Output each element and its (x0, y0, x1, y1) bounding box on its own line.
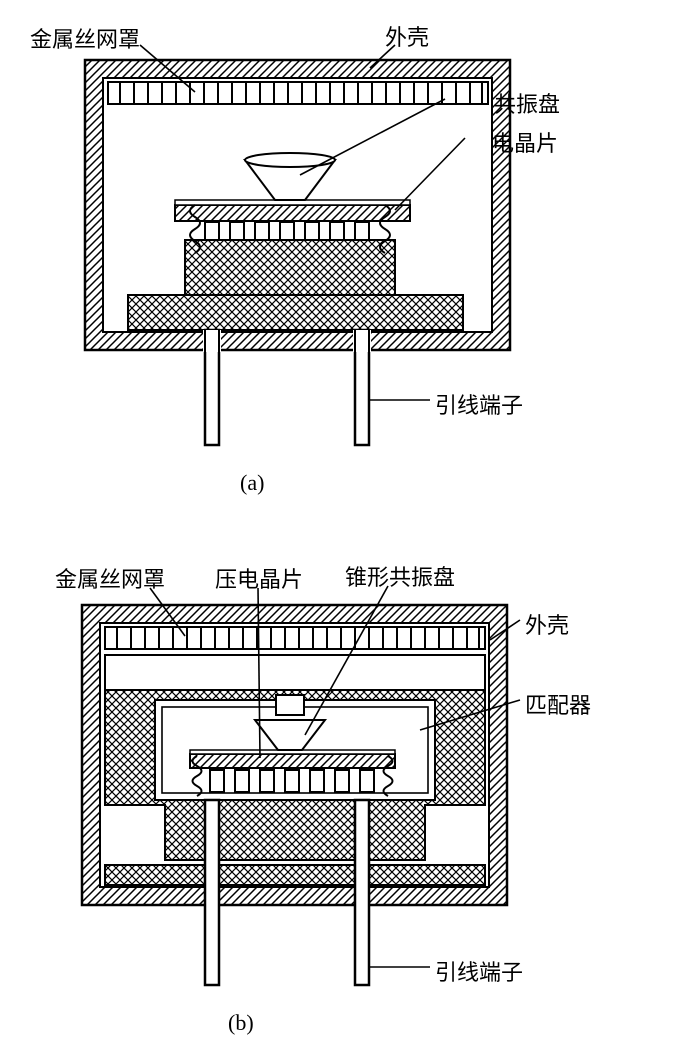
piezo-wafer-b (190, 750, 395, 768)
mesh-cover-b (105, 627, 485, 649)
supports-b (210, 770, 374, 792)
bottom-strip-b (105, 865, 485, 885)
plate-b (105, 655, 485, 690)
diagram-b-svg (0, 0, 693, 1049)
